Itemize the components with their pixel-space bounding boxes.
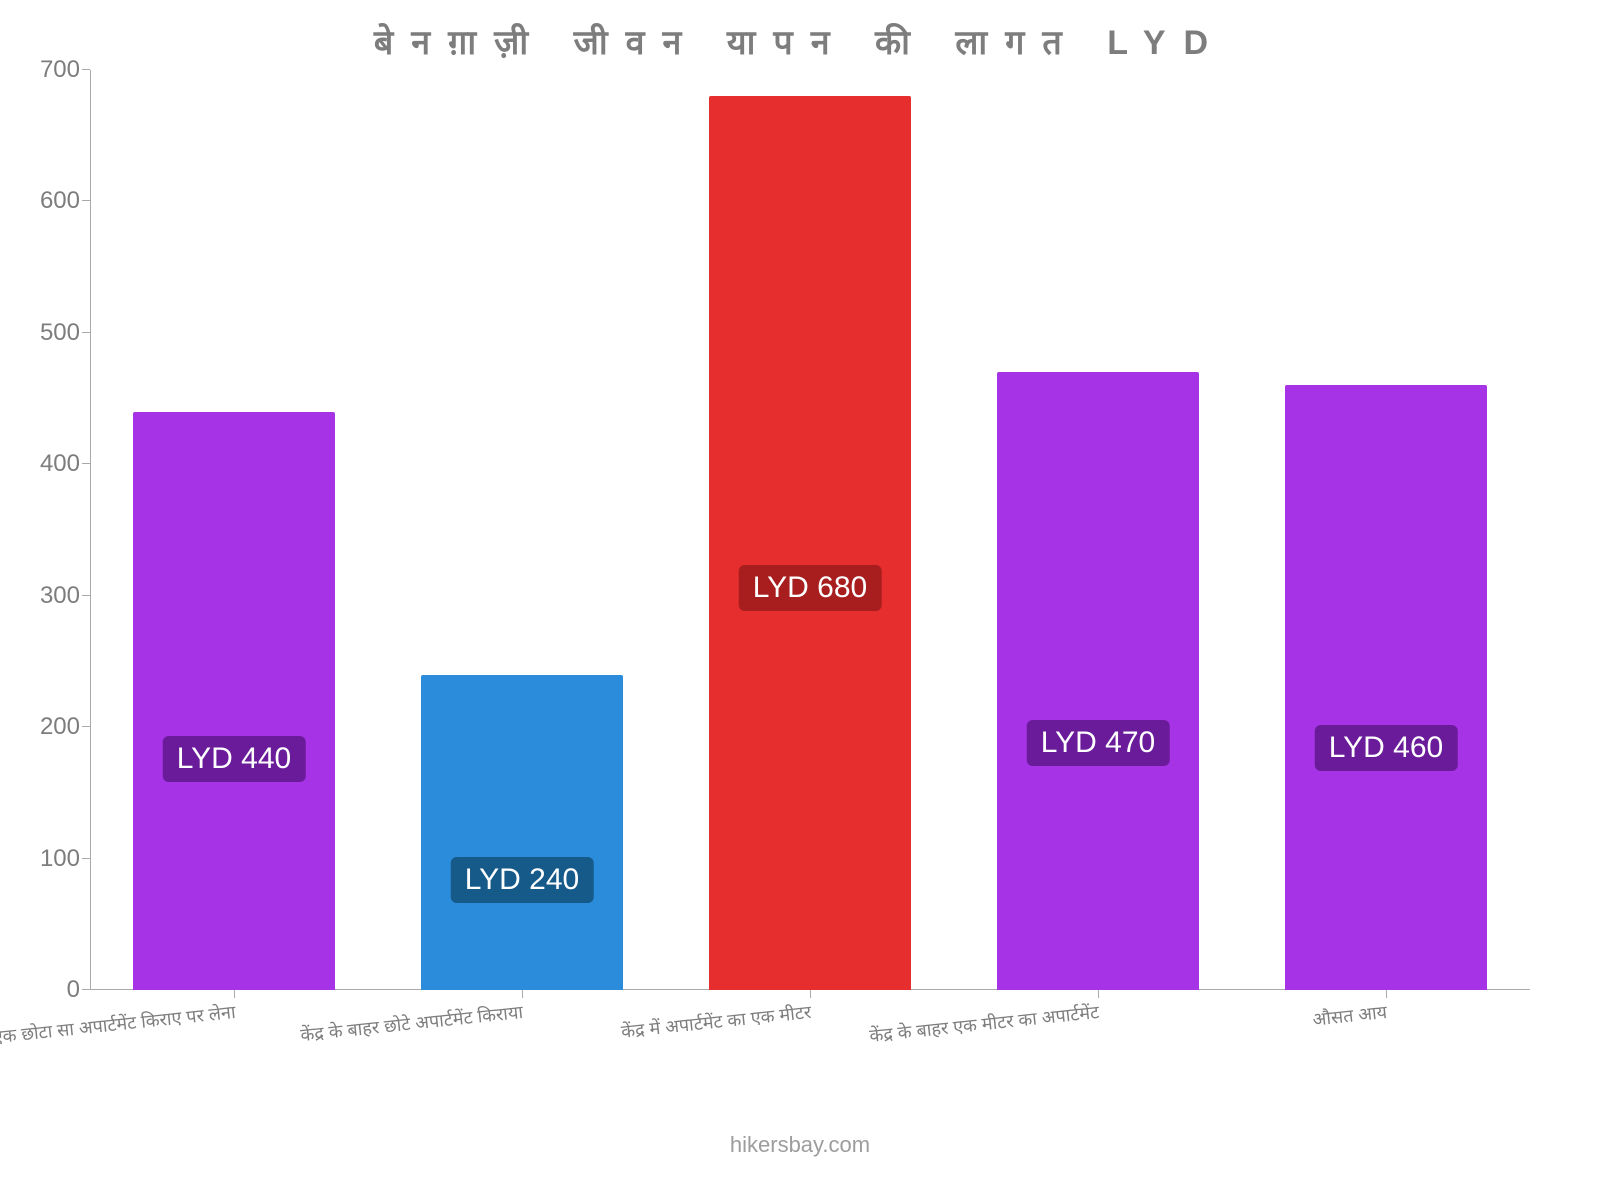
bar: LYD 460 xyxy=(1285,385,1487,990)
chart-title: बेनग़ाज़ी जीवन यापन की लागत LYD xyxy=(0,18,1600,64)
bar: LYD 470 xyxy=(997,372,1199,990)
x-tick-mark xyxy=(1098,990,1099,998)
plot-area: 0100200300400500600700LYD 440केंद्र में … xyxy=(90,70,1530,990)
y-tick-label: 200 xyxy=(40,713,80,741)
y-tick-label: 400 xyxy=(40,450,80,478)
bar-value-label: LYD 680 xyxy=(739,565,882,611)
y-tick-label: 500 xyxy=(40,319,80,347)
x-tick-mark xyxy=(522,990,523,998)
y-tick-mark xyxy=(82,726,90,727)
bar-value-label: LYD 240 xyxy=(451,857,594,903)
y-tick-label: 700 xyxy=(40,56,80,84)
y-tick-mark xyxy=(82,200,90,201)
x-tick-mark xyxy=(234,990,235,998)
y-tick-label: 600 xyxy=(40,187,80,215)
bar-value-label: LYD 460 xyxy=(1315,725,1458,771)
chart-footer: hikersbay.com xyxy=(0,1132,1600,1158)
y-tick-mark xyxy=(82,463,90,464)
x-tick-label: केंद्र में अपार्टमेंट का एक मीटर xyxy=(620,1000,812,1044)
y-axis xyxy=(90,70,91,990)
y-tick-mark xyxy=(82,332,90,333)
x-tick-mark xyxy=(810,990,811,998)
x-tick-label: केंद्र के बाहर एक मीटर का अपार्टमेंट xyxy=(869,1000,1101,1048)
bar: LYD 240 xyxy=(421,675,623,990)
x-tick-label: केंद्र में एक छोटा सा अपार्टमेंट किराए प… xyxy=(0,1000,237,1054)
bar-value-label: LYD 440 xyxy=(163,736,306,782)
y-tick-mark xyxy=(82,858,90,859)
chart-container: बेनग़ाज़ी जीवन यापन की लागत LYD 01002003… xyxy=(0,0,1600,1200)
x-tick-label: औसत आय xyxy=(1312,1000,1389,1032)
y-tick-label: 100 xyxy=(40,845,80,873)
y-tick-mark xyxy=(82,989,90,990)
x-tick-mark xyxy=(1386,990,1387,998)
bar: LYD 440 xyxy=(133,412,335,990)
bar: LYD 680 xyxy=(709,96,911,990)
y-tick-label: 300 xyxy=(40,582,80,610)
x-tick-label: केंद्र के बाहर छोटे अपार्टमेंट किराया xyxy=(300,1000,525,1047)
y-tick-label: 0 xyxy=(67,976,80,1004)
bar-value-label: LYD 470 xyxy=(1027,720,1170,766)
y-tick-mark xyxy=(82,69,90,70)
y-tick-mark xyxy=(82,595,90,596)
